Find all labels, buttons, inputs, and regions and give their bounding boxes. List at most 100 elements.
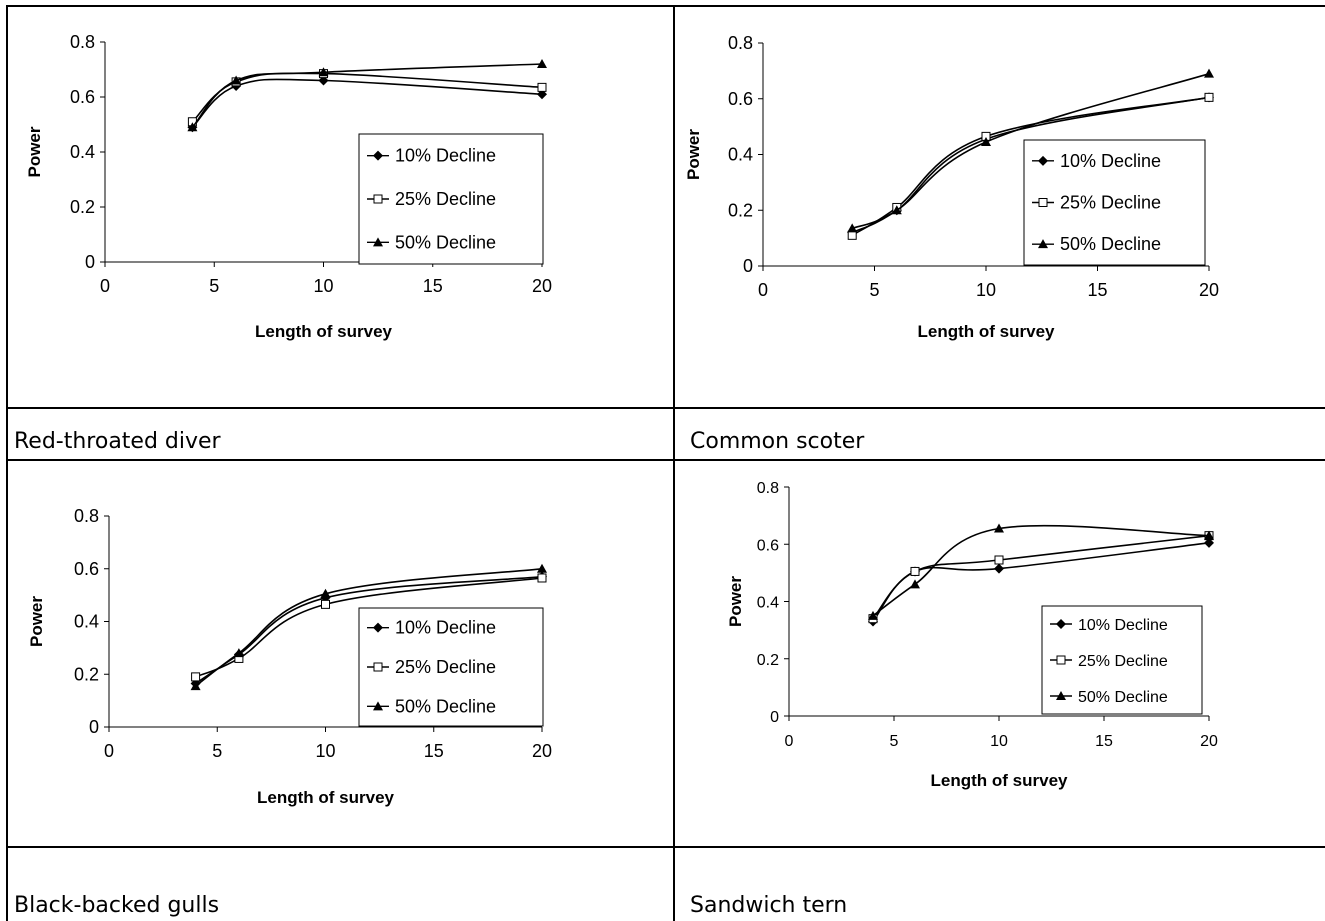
series-50-decline	[190, 563, 547, 691]
data-point-square	[1204, 92, 1214, 102]
data-point-diamond	[1204, 537, 1214, 548]
y-tick-label: 0.2	[70, 197, 95, 217]
legend-marker-square	[373, 662, 383, 672]
legend-label: 25% Decline	[1060, 193, 1161, 213]
data-point-triangle	[320, 588, 331, 598]
legend-marker-diamond	[1038, 155, 1048, 166]
data-point-square	[847, 230, 857, 240]
data-point-triangle	[190, 681, 201, 691]
x-tick-label: 0	[785, 733, 794, 750]
caption-red-throated-diver: Red-throated diver	[14, 429, 221, 454]
data-point-square	[191, 672, 201, 682]
y-axis-title: Power	[726, 576, 745, 627]
x-tick-label: 15	[1087, 280, 1107, 300]
data-point-triangle	[187, 122, 198, 132]
legend-marker-square	[373, 194, 383, 204]
data-point-triangle	[981, 136, 991, 146]
series-50-decline	[847, 68, 1214, 233]
legend-marker-triangle	[373, 701, 383, 711]
y-tick-label: 0.6	[74, 559, 99, 579]
legend-marker-triangle	[1056, 691, 1066, 700]
x-tick-label: 5	[869, 280, 879, 300]
data-point-triangle	[994, 523, 1004, 533]
y-tick-label: 0.4	[70, 142, 95, 162]
y-tick-label: 0	[85, 252, 95, 272]
x-axis-title: Length of survey	[257, 788, 395, 807]
data-point-triangle	[847, 223, 858, 233]
series-line	[191, 63, 543, 128]
data-point-diamond	[994, 563, 1004, 574]
data-point-triangle	[891, 205, 902, 215]
y-tick-label: 0.2	[757, 652, 779, 669]
legend-marker-diamond	[1056, 619, 1066, 629]
series-line	[195, 568, 543, 687]
x-tick-label: 15	[423, 276, 443, 296]
x-tick-label: 20	[1199, 280, 1219, 300]
legend-label: 50% Decline	[395, 232, 496, 252]
x-tick-label: 0	[100, 276, 110, 296]
y-tick-label: 0.4	[757, 595, 779, 612]
chart-common-scoter: 0 0.2 0.4 0.6 0.8 0 5 10 15 20 Length of survey Pow…	[684, 33, 1219, 341]
legend-label: 50% Decline	[395, 696, 496, 716]
caption-black-backed-gulls: Black-backed gulls	[14, 893, 220, 918]
series-line	[872, 534, 1210, 620]
y-axis-title: Power	[27, 596, 46, 647]
data-point-triangle	[910, 579, 920, 589]
x-tick-label: 0	[758, 280, 768, 300]
y-tick-label: 0.6	[728, 89, 753, 109]
x-tick-label: 10	[315, 741, 335, 761]
legend-box	[358, 133, 544, 265]
y-tick-label: 0	[743, 256, 753, 276]
x-tick-label: 0	[104, 741, 114, 761]
series-line	[851, 96, 1210, 234]
legend: 10% Decline 25% Decline 50% Decline	[358, 133, 544, 265]
legend-marker-diamond	[373, 622, 383, 633]
y-tick-label: 0.8	[728, 33, 753, 53]
y-tick-label: 0.8	[74, 506, 99, 526]
legend-label: 10% Decline	[395, 146, 496, 166]
data-point-triangle	[1204, 68, 1214, 78]
series-line	[191, 72, 543, 123]
legend-box	[1023, 139, 1206, 266]
x-tick-label: 5	[209, 276, 219, 296]
y-axis-title: Power	[25, 126, 44, 177]
chart-sandwich-tern: 0 0.2 0.4 0.6 0.8 0 5 10 15 20 Length of survey Pow…	[726, 480, 1218, 790]
chart-red-throated-diver: 0 0.2 0.4 0.6 0.8 0 5 10 15 20 Length of survey Pow…	[25, 32, 552, 341]
x-tick-label: 10	[313, 276, 333, 296]
table-rule-row1	[6, 407, 1325, 409]
series-line	[851, 72, 1210, 230]
data-point-triangle	[1204, 530, 1214, 540]
series-line	[872, 524, 1210, 617]
caption-sandwich-tern: Sandwich tern	[690, 893, 848, 918]
x-tick-label: 15	[1095, 733, 1113, 750]
data-point-triangle	[868, 610, 878, 620]
legend-label: 10% Decline	[395, 618, 496, 638]
chart-black-backed-gulls: 0 0.2 0.4 0.6 0.8 0 5 10 15 20 Length of survey Pow…	[27, 506, 552, 807]
legend: 10% Decline 25% Decline 50% Decline	[1023, 139, 1206, 266]
legend-box	[358, 607, 544, 727]
x-tick-label: 15	[424, 741, 444, 761]
caption-common-scoter: Common scoter	[690, 429, 865, 454]
x-tick-label: 20	[1200, 733, 1218, 750]
y-tick-label: 0.8	[757, 480, 779, 497]
legend-marker-square	[1056, 655, 1066, 665]
table-border-left	[6, 5, 8, 921]
y-tick-label: 0.6	[757, 537, 779, 554]
legend-label: 25% Decline	[395, 657, 496, 677]
legend-label: 10% Decline	[1060, 151, 1161, 171]
data-point-square	[537, 573, 547, 583]
legend: 10% Decline 25% Decline 50% Decline	[358, 607, 544, 727]
legend: 10% Decline 25% Decline 50% Decline	[1041, 605, 1203, 715]
table-rule-middle	[673, 5, 675, 921]
data-point-triangle	[537, 59, 547, 68]
y-tick-label: 0.6	[70, 87, 95, 107]
legend-label: 50% Decline	[1078, 689, 1168, 706]
data-point-triangle	[233, 648, 244, 658]
legend-marker-triangle	[1038, 239, 1048, 249]
data-point-square	[537, 82, 547, 92]
data-point-square	[321, 599, 330, 609]
y-tick-label: 0.4	[74, 612, 99, 632]
x-tick-label: 20	[532, 276, 552, 296]
data-point-square	[994, 555, 1004, 565]
